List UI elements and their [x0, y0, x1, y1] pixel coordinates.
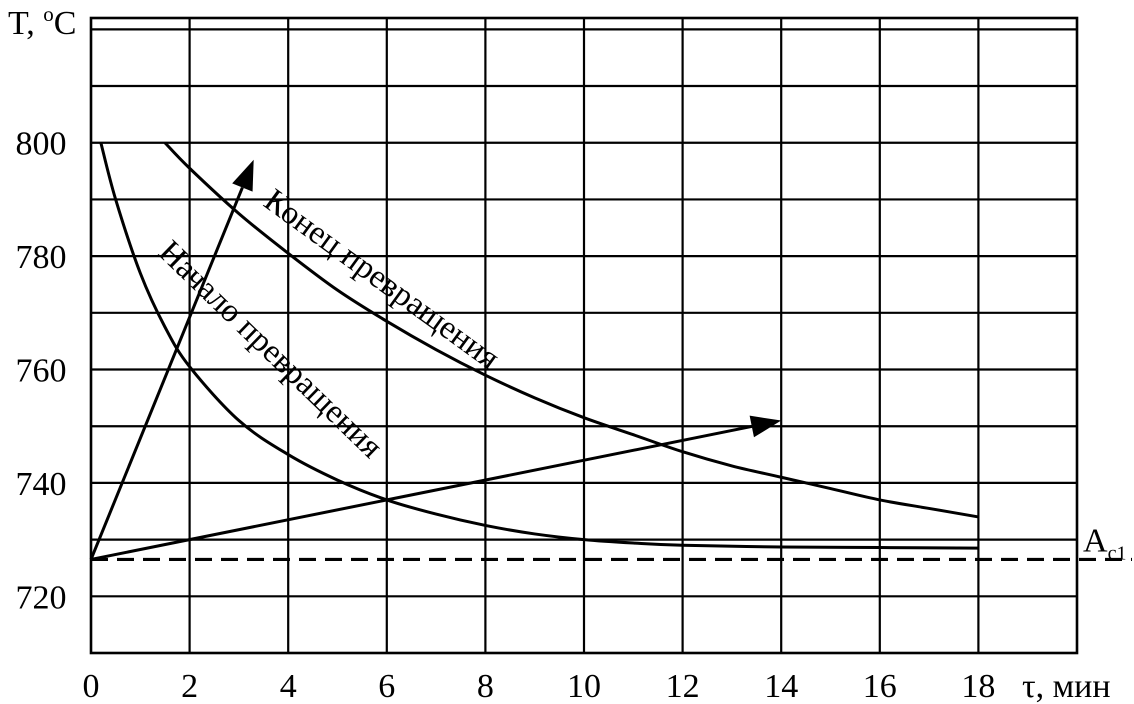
cooling-arrow-head: [232, 159, 254, 192]
x-tick-label: 14: [764, 668, 798, 704]
ac1-label-main: A: [1083, 522, 1108, 559]
grid: [91, 18, 1077, 653]
y-tick-label: 760: [16, 353, 67, 390]
series-start-transformation-curve: [99, 142, 979, 550]
series-end-transformation-curve: [163, 141, 979, 519]
x-tick-label: 2: [181, 668, 198, 704]
ac1-label-sub: c1: [1108, 542, 1127, 564]
y-axis-label-main: T,: [8, 5, 43, 42]
cooling-arrow-shaft: [90, 424, 753, 561]
x-tick-label: 12: [666, 668, 700, 704]
y-tick-label: 780: [16, 239, 67, 276]
y-axis-label: T, oC: [8, 2, 76, 42]
y-tick-label: 740: [16, 466, 67, 503]
y-tick-label: 800: [16, 126, 67, 163]
plot-frame: [89, 16, 1079, 655]
x-tick-labels: 0 2 4 6 8 10 12 14 16 18: [83, 668, 996, 704]
x-tick-label: 0: [83, 668, 100, 704]
x-tick-label: 4: [280, 668, 297, 704]
y-axis-label-degree: o: [43, 2, 54, 26]
cooling-arrows: [89, 159, 782, 561]
x-tick-label: 18: [961, 668, 995, 704]
cooling-arrow-head: [749, 415, 782, 438]
x-axis-label: τ, мин: [1022, 668, 1111, 704]
x-tick-label: 10: [567, 668, 601, 704]
x-tick-label: 6: [378, 668, 395, 704]
cooling-arrow-shaft: [89, 186, 244, 561]
x-tick-label: 8: [477, 668, 494, 704]
x-tick-label: 16: [863, 668, 897, 704]
y-tick-labels: 720 740 760 780 800: [16, 126, 67, 617]
y-tick-label: 720: [16, 579, 67, 616]
y-axis-label-unit: C: [54, 5, 77, 42]
ac1-label: Ac1: [1083, 522, 1126, 564]
